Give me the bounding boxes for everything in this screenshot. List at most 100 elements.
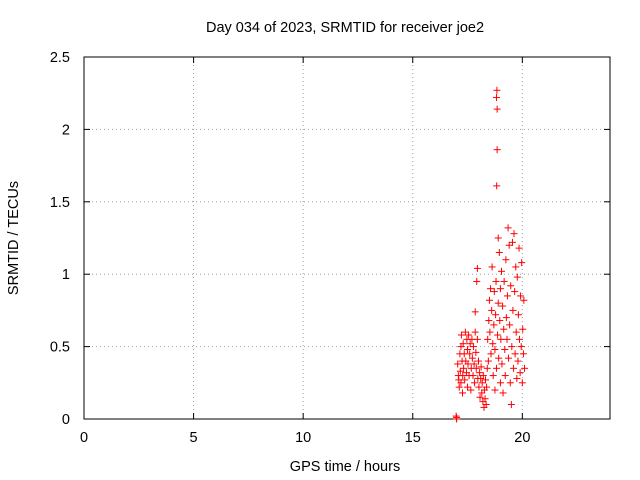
data-point [473, 335, 481, 343]
data-point [457, 379, 465, 387]
data-point [491, 345, 499, 353]
data-point [461, 328, 469, 336]
data-point [494, 299, 502, 307]
data-point [470, 360, 478, 368]
data-point [517, 343, 525, 351]
data-point [512, 263, 520, 271]
data-point [471, 328, 479, 336]
data-point [517, 292, 525, 300]
data-point [510, 364, 518, 372]
data-point [490, 321, 498, 329]
data-point [501, 345, 509, 353]
data-point [518, 259, 526, 267]
data-point [459, 372, 467, 380]
data-point [482, 401, 490, 409]
y-tick-label: 0.5 [50, 340, 70, 356]
tick-labels: 0 5 10 15 20 0 0.5 1 1.5 2 2.5 [50, 50, 531, 446]
x-axis-label: GPS time / hours [290, 459, 400, 475]
data-point [475, 383, 483, 391]
data-point [508, 343, 516, 351]
data-point [488, 263, 496, 271]
data-point [500, 325, 508, 333]
data-point [507, 282, 515, 290]
data-point [502, 314, 510, 322]
data-point [503, 292, 511, 300]
data-point [485, 296, 493, 304]
data-point [465, 331, 473, 339]
data-point [498, 267, 506, 275]
x-tick-label: 15 [405, 430, 421, 446]
data-point [479, 372, 487, 380]
data-point [456, 367, 464, 375]
data-point [498, 360, 506, 368]
data-point [501, 372, 509, 380]
data-point [487, 285, 495, 293]
data-point [468, 354, 476, 362]
data-point [488, 306, 496, 314]
data-point [483, 364, 491, 372]
data-points [452, 86, 529, 423]
data-point [493, 86, 501, 94]
data-point [499, 302, 507, 310]
data-point [459, 340, 467, 348]
data-point [464, 383, 472, 391]
data-point [505, 241, 513, 249]
chart-title: Day 034 of 2023, SRMTID for receiver joe… [206, 20, 484, 36]
data-point [469, 343, 477, 351]
data-point [471, 379, 479, 387]
y-tick-label: 1 [62, 267, 70, 283]
data-point [476, 369, 484, 377]
data-point [483, 383, 491, 391]
data-point [459, 389, 467, 397]
data-point [496, 285, 504, 293]
data-point [494, 234, 502, 242]
data-point [471, 308, 479, 316]
x-tick-label: 20 [514, 430, 530, 446]
data-point [516, 369, 524, 377]
y-tick-label: 2 [62, 122, 70, 138]
data-point [514, 311, 522, 319]
data-point [464, 360, 472, 368]
data-point [508, 238, 516, 246]
data-point [500, 277, 508, 285]
grid-lines [84, 57, 610, 419]
data-point [491, 386, 499, 394]
data-point [496, 317, 504, 325]
data-point [499, 389, 507, 397]
data-point [452, 412, 460, 420]
data-point [515, 335, 523, 343]
data-point [511, 350, 519, 358]
data-point [461, 376, 469, 384]
axes [83, 56, 611, 420]
data-point [478, 379, 486, 387]
data-point [511, 288, 519, 296]
y-tick-label: 2.5 [50, 50, 70, 66]
data-point [507, 401, 515, 409]
data-point [510, 230, 518, 238]
data-point [519, 350, 527, 358]
data-point [521, 364, 529, 372]
data-point [472, 348, 480, 356]
data-point [513, 374, 521, 382]
data-point [472, 364, 480, 372]
plot-frame [83, 56, 611, 420]
data-point [496, 379, 504, 387]
data-point [485, 317, 493, 325]
y-tick-label: 0 [62, 412, 70, 428]
x-tick-label: 5 [190, 430, 198, 446]
data-point [473, 277, 481, 285]
data-point [518, 379, 526, 387]
x-tick-label: 0 [80, 430, 88, 446]
data-point [467, 386, 475, 394]
data-point [484, 357, 492, 365]
data-point [520, 296, 528, 304]
data-point [513, 273, 521, 281]
data-point [473, 264, 481, 272]
data-point [476, 393, 484, 401]
data-point [503, 335, 511, 343]
data-point [502, 256, 510, 264]
data-point [455, 383, 463, 391]
data-point [492, 94, 500, 102]
data-point [493, 182, 501, 190]
